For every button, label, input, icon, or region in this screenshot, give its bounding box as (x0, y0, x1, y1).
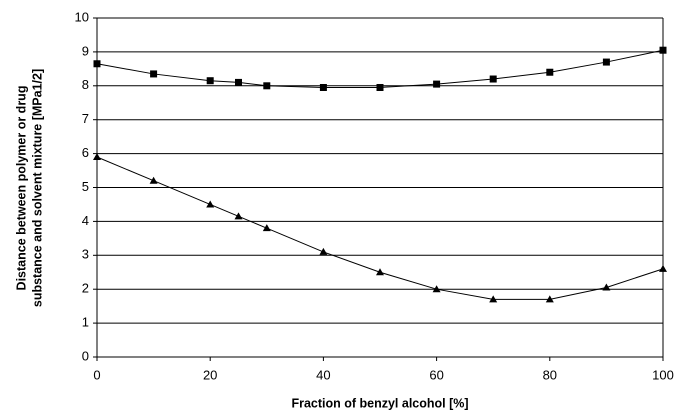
triangle-marker (659, 264, 667, 272)
triangle-marker (602, 283, 611, 291)
x-tick-label: 60 (429, 367, 443, 382)
y-tick-label: 3 (82, 247, 89, 262)
square-marker (433, 80, 441, 88)
y-tick-label: 4 (82, 213, 89, 228)
square-marker (319, 83, 327, 91)
triangle-marker (234, 212, 243, 220)
square-marker (602, 58, 610, 66)
x-axis-label: Fraction of benzyl alcohol [%] (291, 396, 468, 410)
x-tick-label: 100 (652, 367, 674, 382)
square-marker (376, 83, 384, 91)
triangle-marker (489, 295, 498, 303)
x-tick-label: 0 (93, 367, 100, 382)
triangle-marker (376, 268, 384, 276)
triangle-marker (149, 176, 158, 184)
triangle-marker (319, 247, 328, 255)
triangle-marker (206, 200, 215, 208)
square-marker (546, 68, 554, 76)
y-axis-label: substance and solvent mixture [MPa1/2] (30, 69, 44, 307)
triangle-marker (262, 224, 271, 232)
series-line (96, 156, 664, 300)
triangle-marker (432, 285, 441, 293)
x-tick-label: 20 (203, 367, 217, 382)
y-tick-label: 1 (82, 315, 89, 330)
y-tick-label: 5 (82, 179, 89, 194)
triangle-marker (545, 295, 554, 303)
square-marker (263, 82, 271, 90)
series-line (96, 49, 664, 88)
y-axis-label: Distance between polymer or drug (14, 86, 28, 291)
square-marker (93, 60, 101, 68)
y-tick-label: 2 (82, 281, 89, 296)
y-tick-label: 0 (82, 348, 89, 363)
square-marker (206, 77, 214, 85)
y-tick-label: 8 (82, 77, 89, 92)
y-tick-label: 7 (82, 111, 89, 126)
square-marker (150, 70, 158, 78)
triangle-marker (93, 152, 101, 160)
square-marker (659, 46, 667, 54)
y-tick-label: 10 (75, 9, 89, 24)
y-tick-label: 6 (82, 145, 89, 160)
x-tick-label: 80 (543, 367, 557, 382)
x-tick-label: 40 (316, 367, 330, 382)
square-marker (235, 78, 242, 86)
y-tick-label: 9 (82, 43, 89, 58)
square-marker (489, 75, 497, 83)
